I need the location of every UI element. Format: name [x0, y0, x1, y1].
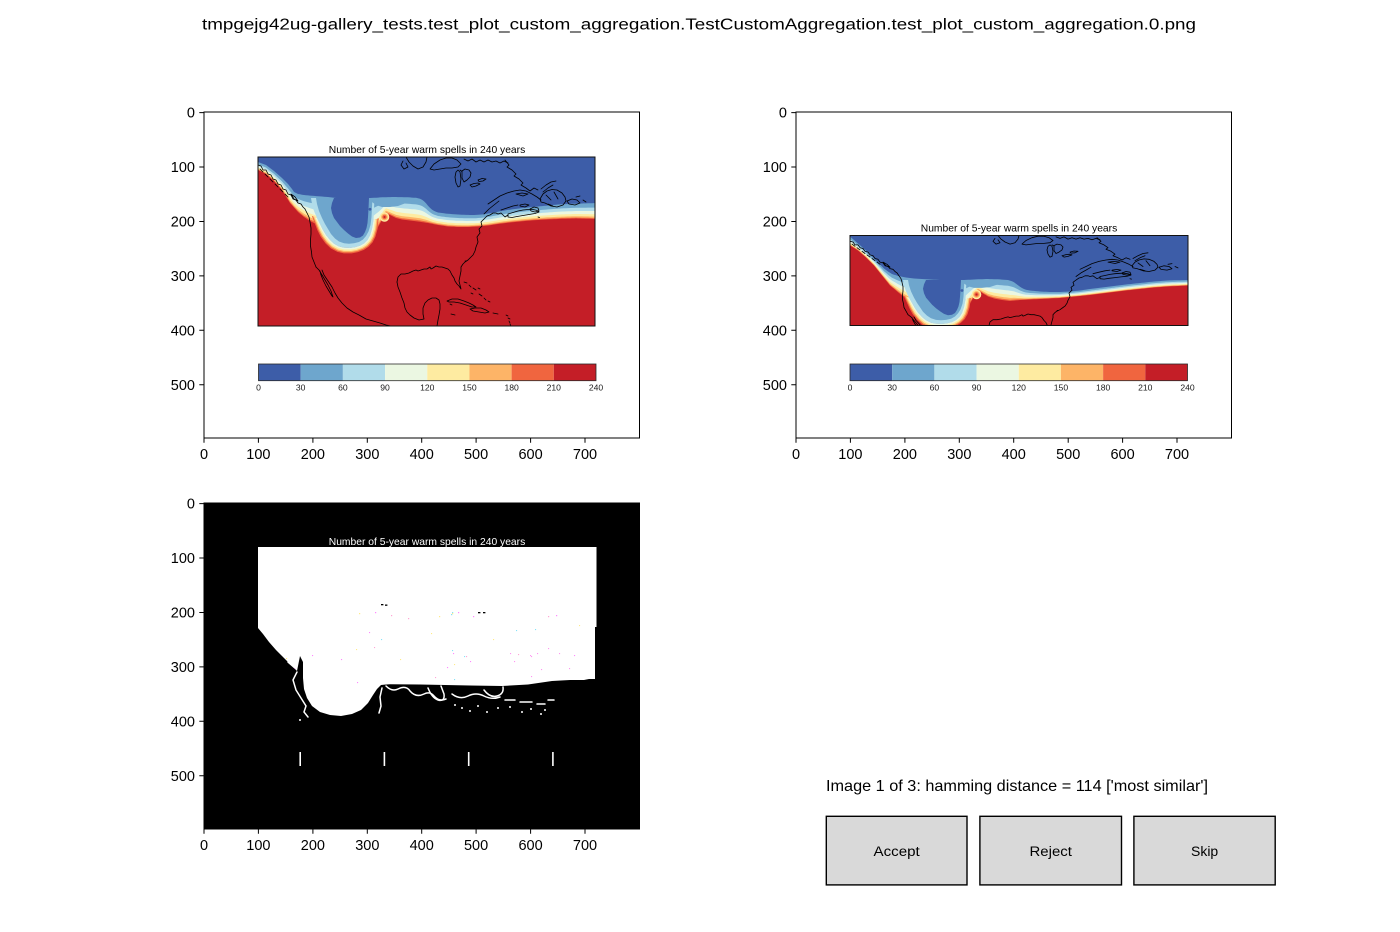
svg-text:0: 0: [187, 106, 195, 122]
svg-text:0: 0: [848, 382, 853, 392]
svg-text:Reject: Reject: [1030, 843, 1072, 859]
svg-text:210: 210: [547, 382, 562, 392]
svg-text:60: 60: [930, 382, 940, 392]
svg-text:120: 120: [1012, 382, 1027, 392]
svg-text:200: 200: [893, 447, 917, 463]
svg-text:240: 240: [1180, 382, 1195, 392]
svg-text:500: 500: [464, 838, 488, 854]
svg-text:210: 210: [1138, 382, 1153, 392]
svg-text:200: 200: [301, 447, 325, 463]
svg-text:30: 30: [296, 382, 306, 392]
svg-text:300: 300: [355, 838, 379, 854]
svg-text:400: 400: [171, 323, 195, 339]
svg-text:0: 0: [256, 382, 261, 392]
svg-text:400: 400: [763, 323, 787, 339]
svg-text:300: 300: [947, 447, 971, 463]
svg-text:500: 500: [763, 378, 787, 394]
svg-text:600: 600: [518, 447, 542, 463]
svg-text:200: 200: [301, 838, 325, 854]
svg-text:200: 200: [171, 215, 195, 231]
svg-text:90: 90: [972, 382, 982, 392]
svg-text:700: 700: [573, 447, 597, 463]
svg-text:600: 600: [1110, 447, 1134, 463]
svg-text:100: 100: [246, 447, 270, 463]
svg-text:Number of 5-year warm spells i: Number of 5-year warm spells in 240 year…: [329, 537, 526, 548]
svg-text:Image 1 of 3: hamming distance: Image 1 of 3: hamming distance = 114 ['m…: [826, 778, 1208, 795]
svg-text:300: 300: [355, 447, 379, 463]
svg-text:700: 700: [1165, 447, 1189, 463]
svg-text:400: 400: [410, 838, 434, 854]
svg-text:0: 0: [187, 497, 195, 513]
svg-text:100: 100: [763, 160, 787, 176]
svg-text:120: 120: [420, 382, 435, 392]
svg-text:200: 200: [763, 215, 787, 231]
svg-text:500: 500: [171, 378, 195, 394]
svg-text:100: 100: [838, 447, 862, 463]
svg-text:500: 500: [171, 769, 195, 785]
svg-text:Skip: Skip: [1191, 843, 1218, 859]
svg-text:tmpgejg42ug-gallery_tests.test: tmpgejg42ug-gallery_tests.test_plot_cust…: [202, 17, 1196, 34]
svg-text:Number of 5-year warm spells i: Number of 5-year warm spells in 240 year…: [921, 224, 1118, 235]
svg-text:100: 100: [246, 838, 270, 854]
svg-text:180: 180: [1096, 382, 1111, 392]
svg-text:0: 0: [779, 106, 787, 122]
svg-text:Accept: Accept: [874, 843, 920, 859]
svg-text:150: 150: [462, 382, 477, 392]
svg-text:30: 30: [887, 382, 897, 392]
svg-text:600: 600: [518, 838, 542, 854]
svg-text:240: 240: [589, 382, 604, 392]
svg-text:300: 300: [763, 269, 787, 285]
svg-text:200: 200: [171, 606, 195, 622]
svg-text:400: 400: [171, 714, 195, 730]
svg-text:300: 300: [171, 660, 195, 676]
svg-text:0: 0: [792, 447, 800, 463]
svg-text:500: 500: [464, 447, 488, 463]
svg-text:180: 180: [504, 382, 519, 392]
svg-text:0: 0: [200, 447, 208, 463]
svg-text:Number of 5-year warm spells i: Number of 5-year warm spells in 240 year…: [329, 145, 526, 156]
svg-text:400: 400: [1002, 447, 1026, 463]
svg-text:90: 90: [380, 382, 390, 392]
svg-text:300: 300: [171, 269, 195, 285]
svg-text:100: 100: [171, 551, 195, 567]
svg-text:400: 400: [410, 447, 434, 463]
svg-text:500: 500: [1056, 447, 1080, 463]
svg-text:60: 60: [338, 382, 348, 392]
svg-text:100: 100: [171, 160, 195, 176]
svg-text:0: 0: [200, 838, 208, 854]
svg-text:150: 150: [1054, 382, 1069, 392]
svg-text:700: 700: [573, 838, 597, 854]
